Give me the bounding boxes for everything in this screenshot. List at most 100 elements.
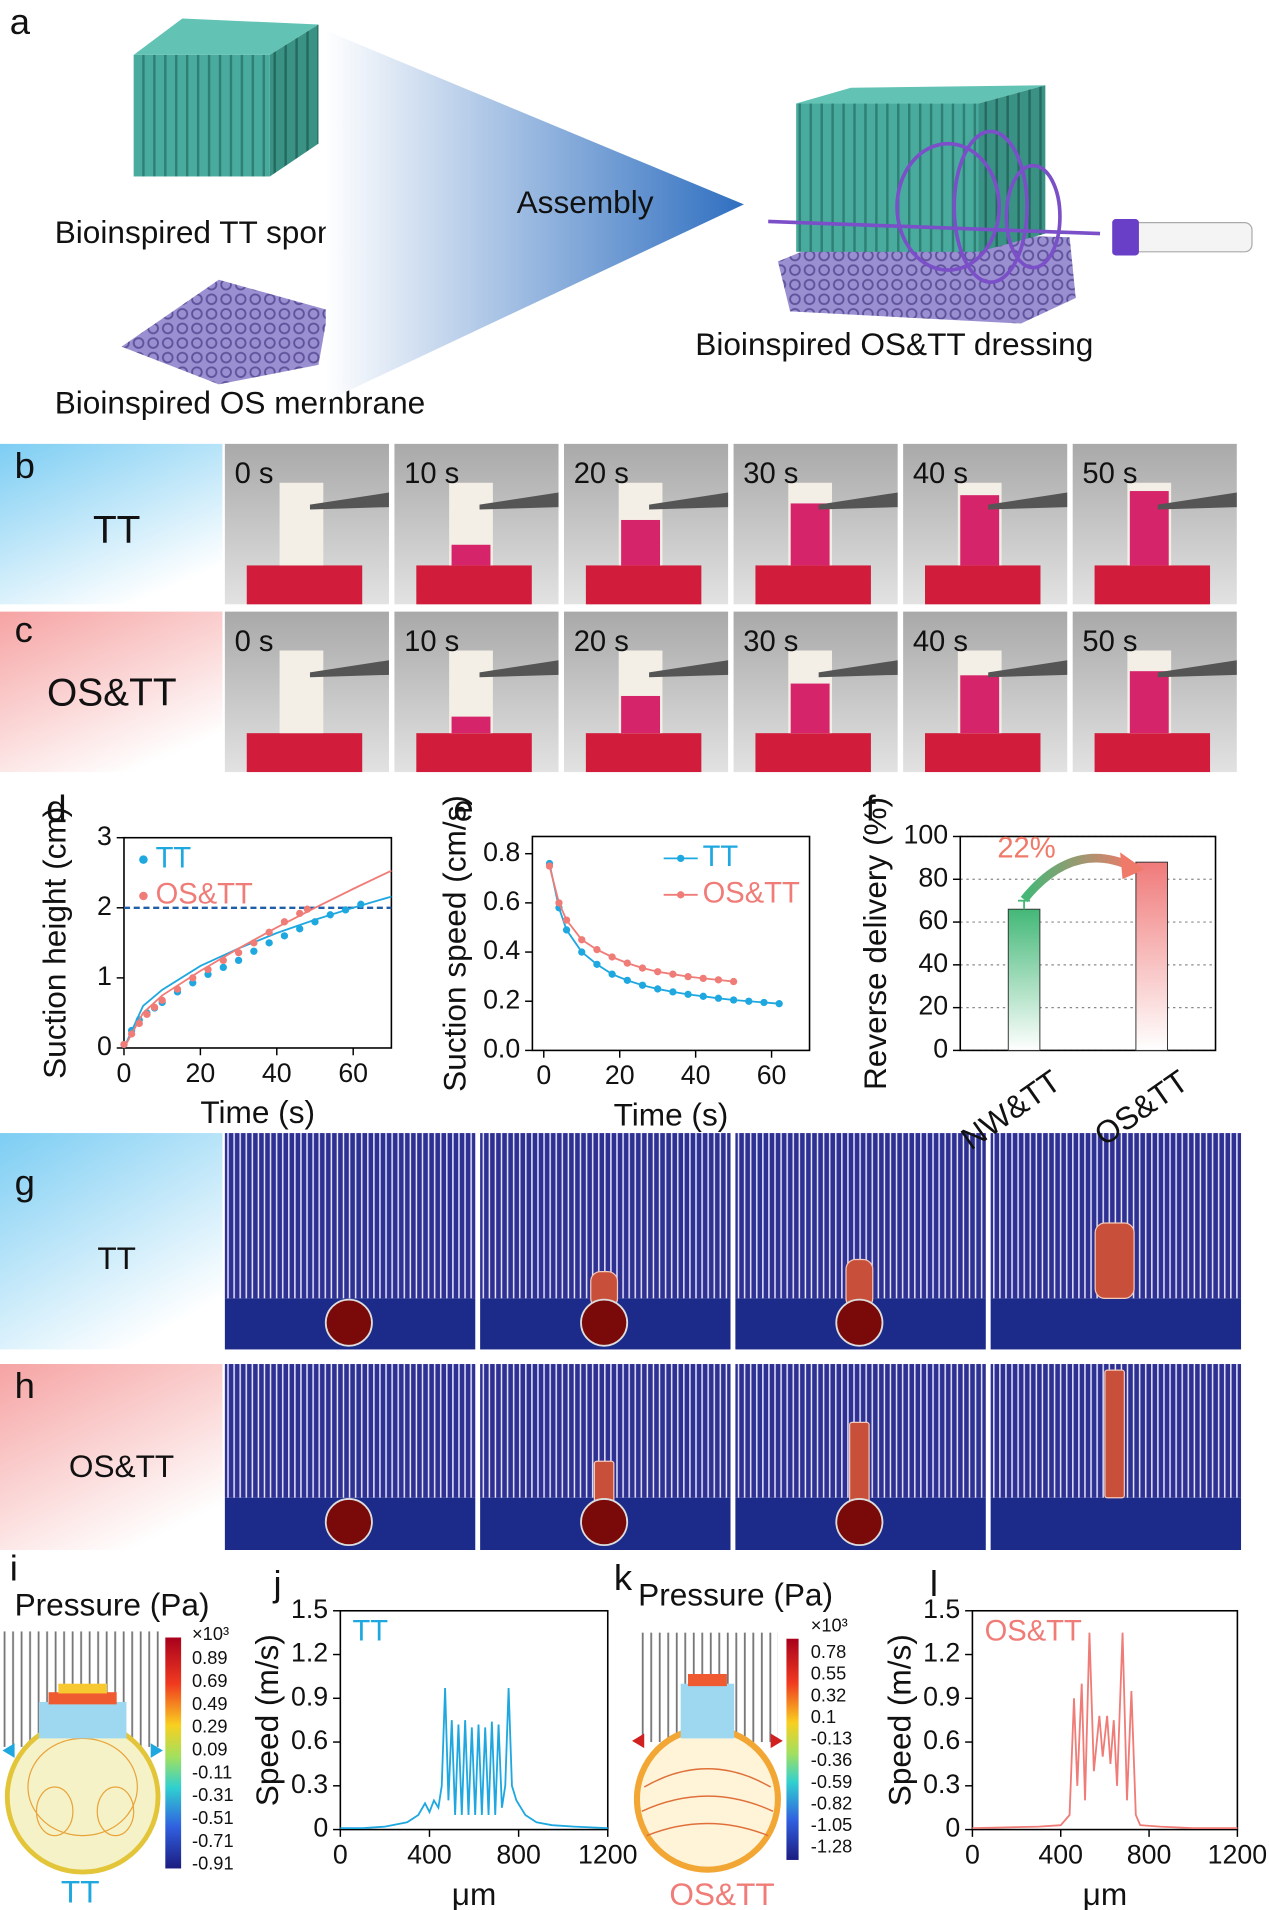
data-point <box>204 965 212 974</box>
y-tick-label: 80 <box>918 862 948 892</box>
data-line <box>340 1688 608 1830</box>
data-point <box>562 916 571 924</box>
colorbar-tick-label: -0.11 <box>192 1761 232 1782</box>
legend-label: TT <box>156 842 192 874</box>
simulation-frame <box>480 1133 731 1299</box>
plot-frame <box>971 1609 1239 1831</box>
plot-frame <box>123 836 393 1049</box>
data-point <box>234 956 243 965</box>
membrane-label: Bioinspired OS membrane <box>55 384 426 420</box>
x-tick-label: 400 <box>1038 1839 1083 1869</box>
data-point <box>311 918 319 926</box>
row-label: OS&TT <box>47 672 177 715</box>
y-tick-label: 0.3 <box>923 1769 960 1799</box>
colorbar-tick-label: -0.82 <box>811 1792 853 1813</box>
y-axis-label: Reverse delivery (%) <box>857 797 893 1090</box>
colorbar-multiplier: ×10³ <box>811 1614 848 1635</box>
legend-marker <box>677 891 685 899</box>
simulation-base <box>990 1298 1242 1350</box>
y-tick-label: 0.6 <box>483 886 520 916</box>
time-label: 40 s <box>913 458 968 490</box>
sponge-block <box>585 733 702 773</box>
x-axis-label: Time (s) <box>614 1097 729 1133</box>
colorbar-tick-label: 0.49 <box>192 1693 227 1714</box>
data-point <box>623 959 631 967</box>
bar <box>1007 908 1041 1051</box>
y-tick-label: 20 <box>918 991 948 1021</box>
data-point <box>296 925 304 933</box>
data-point <box>357 900 365 908</box>
y-tick-label: 0.0 <box>483 1033 520 1063</box>
data-point <box>303 905 311 913</box>
x-tick-label: 60 <box>338 1058 368 1088</box>
data-point <box>699 974 707 983</box>
x-tick-label: 0 <box>117 1058 132 1088</box>
panel-caption: TT <box>61 1873 100 1909</box>
time-label: 10 s <box>404 458 459 490</box>
data-point <box>265 928 273 936</box>
data-point <box>729 977 738 986</box>
row-label-bg <box>0 1364 223 1550</box>
legend-label: OS&TT <box>985 1615 1082 1647</box>
time-label: 40 s <box>913 626 968 658</box>
colorbar-tick-label: -1.05 <box>811 1814 853 1835</box>
data-point <box>173 985 182 993</box>
tweezers <box>649 660 729 678</box>
data-point <box>135 1019 143 1028</box>
dressing-label: Bioinspired OS&TT dressing <box>695 326 1093 362</box>
y-tick-label: 0.9 <box>923 1681 960 1711</box>
data-point <box>745 997 753 1005</box>
sponge-block <box>585 565 702 605</box>
plot-frame <box>531 835 811 1052</box>
sponge-block <box>246 733 363 773</box>
x-tick-label: 60 <box>757 1060 787 1090</box>
sample <box>279 650 324 734</box>
time-label: 20 s <box>574 458 629 490</box>
row-label: TT <box>97 1240 136 1276</box>
colorbar-tick-label: 0.89 <box>192 1647 227 1668</box>
time-label: 50 s <box>1082 458 1137 490</box>
y-tick-label: 1 <box>97 961 112 991</box>
sponge-block <box>925 565 1041 605</box>
data-point <box>654 985 662 993</box>
simulation-base <box>990 1497 1242 1550</box>
data-point <box>775 1000 783 1008</box>
colorbar-title: Pressure (Pa) <box>15 1586 210 1622</box>
tweezers <box>649 492 729 510</box>
assembly-arrow <box>325 30 744 402</box>
colorbar-title: Pressure (Pa) <box>638 1577 833 1613</box>
colorbar-tick-label: -0.36 <box>811 1749 853 1770</box>
fit-line <box>123 869 392 1049</box>
colorbar-tick-label: -0.51 <box>192 1807 234 1828</box>
droplet <box>835 1298 884 1347</box>
tweezers <box>1157 660 1237 678</box>
assembly-label: Assembly <box>517 184 654 220</box>
y-tick-label: 0.9 <box>291 1681 328 1711</box>
tweezers <box>818 660 898 678</box>
row-label-bg <box>0 443 223 605</box>
colorbar-tick-label: -0.71 <box>192 1830 234 1851</box>
data-point <box>150 1003 159 1011</box>
x-axis-label: μm <box>452 1876 497 1910</box>
absorbed-liquid <box>960 675 1000 734</box>
time-label: 0 s <box>235 626 274 658</box>
y-tick-label: 1.5 <box>923 1594 960 1624</box>
y-tick-label: 1.5 <box>291 1594 328 1624</box>
data-point <box>280 918 289 926</box>
colorbar-tick-label: 0.69 <box>192 1670 227 1691</box>
y-tick-label: 0 <box>313 1813 328 1843</box>
data-point <box>578 948 586 956</box>
x-tick-label: 20 <box>605 1060 635 1090</box>
tweezers <box>988 660 1068 678</box>
colorbar-tick-label: 0.55 <box>811 1663 846 1684</box>
colorbar <box>165 1637 182 1869</box>
data-point <box>684 990 692 998</box>
x-tick-label: 40 <box>681 1060 711 1090</box>
colorbar-tick-label: 0.29 <box>192 1716 227 1737</box>
simulation-frame <box>224 1133 476 1299</box>
droplet <box>580 1498 629 1547</box>
os-membrane-illustration <box>121 279 329 385</box>
y-tick-label: 3 <box>97 821 112 851</box>
data-point <box>127 1030 136 1038</box>
data-point <box>280 932 289 940</box>
